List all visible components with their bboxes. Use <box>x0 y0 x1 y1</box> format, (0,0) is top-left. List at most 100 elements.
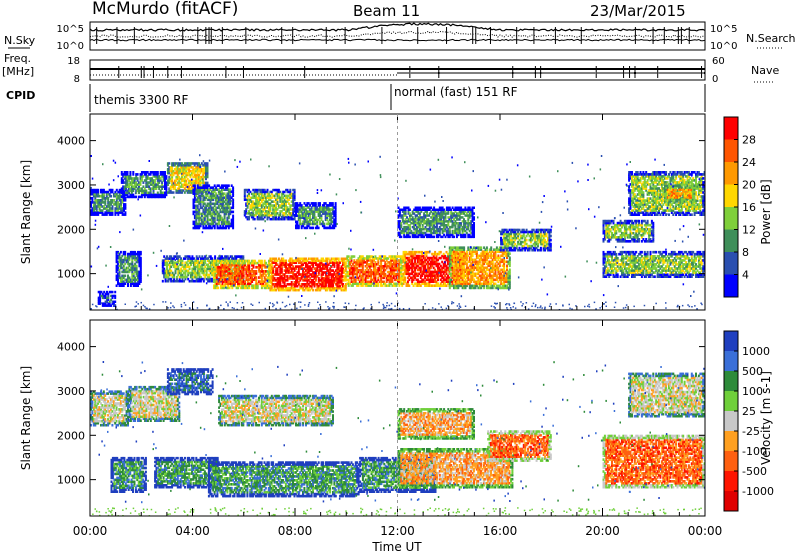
echo-cell <box>435 274 438 278</box>
echo-cell <box>250 206 253 209</box>
echo-cell <box>259 212 262 215</box>
echo-cell <box>118 190 121 194</box>
echo-cell <box>178 275 181 279</box>
echo-cell <box>212 224 215 228</box>
echo-cell <box>206 198 209 202</box>
echo-cell <box>268 286 270 290</box>
echo-cell <box>228 272 231 275</box>
echo-cell <box>223 200 226 204</box>
echo-cell <box>347 272 350 276</box>
echo-cell <box>293 284 296 288</box>
echo-cell <box>175 171 178 175</box>
echo-cell <box>99 290 102 294</box>
echo-cell <box>153 179 156 182</box>
echo-cell <box>92 207 95 210</box>
echo-cell <box>210 202 213 206</box>
echo-cell <box>314 226 317 230</box>
echo-cell <box>201 259 204 262</box>
echo-cell <box>155 175 158 178</box>
echo-cell <box>217 259 220 263</box>
echo-cell <box>313 267 316 270</box>
echo-cell <box>166 275 168 279</box>
echo-cell <box>182 183 185 186</box>
echo-cell <box>381 266 384 270</box>
echo-cell <box>175 175 178 179</box>
echo-cell <box>123 173 126 176</box>
echo-cell <box>280 284 283 288</box>
echo-cell <box>289 217 292 221</box>
echo-cell <box>382 276 385 280</box>
echo-cell <box>196 188 199 191</box>
echo-cell <box>404 254 407 258</box>
echo-cell <box>437 274 439 278</box>
echo-cell <box>339 279 342 282</box>
echo-cell <box>229 190 232 193</box>
echo-cell <box>282 257 285 261</box>
echo-cell <box>213 210 216 214</box>
echo-cell <box>300 226 303 230</box>
echo-cell <box>210 220 213 224</box>
echo-cell <box>258 217 260 221</box>
echo-cell <box>213 216 216 220</box>
echo-cell <box>306 224 309 228</box>
echo-cell <box>272 283 275 286</box>
echo-cell <box>118 268 121 272</box>
echo-cell <box>162 195 165 199</box>
echo-cell <box>416 278 419 282</box>
echo-cell <box>392 284 395 287</box>
echo-cell <box>196 224 199 228</box>
echo-cell <box>296 214 299 217</box>
echo-cell <box>287 259 290 263</box>
echo-cell <box>269 190 272 194</box>
echo-cell <box>164 261 167 264</box>
echo-cell <box>227 190 230 193</box>
echo-cell <box>125 177 128 180</box>
echo-cell <box>380 284 383 287</box>
echo-cell <box>181 275 184 279</box>
echo-cell <box>249 200 252 203</box>
echo-cell <box>198 200 201 204</box>
echo-cell <box>193 184 196 187</box>
echo-cell <box>196 216 199 220</box>
echo-cell <box>416 268 419 272</box>
echo-cell <box>309 226 312 230</box>
echo-cell <box>414 276 417 280</box>
echo-cell <box>333 226 336 230</box>
echo-cell <box>416 254 419 258</box>
echo-cell <box>289 204 292 207</box>
echo-cell <box>238 282 241 286</box>
echo-cell <box>161 187 164 190</box>
echo-cell <box>309 204 312 207</box>
echo-cell <box>360 282 363 285</box>
echo-cell <box>146 177 149 180</box>
echo-cell <box>169 177 172 181</box>
echo-cell <box>297 212 300 215</box>
echo-cell <box>272 288 275 292</box>
echo-cell <box>237 263 239 267</box>
echo-cell <box>199 175 202 179</box>
echo-cell <box>227 280 230 283</box>
echo-cell <box>121 199 124 202</box>
echo-cell <box>203 166 206 169</box>
echo-cell <box>119 264 122 268</box>
echo-cell <box>447 278 449 282</box>
echo-cell <box>304 216 307 219</box>
echo-cell <box>107 197 110 200</box>
echo-cell <box>94 205 97 208</box>
echo-cell <box>213 218 216 222</box>
echo-cell <box>441 266 444 270</box>
echo-cell <box>153 173 156 176</box>
echo-cell <box>259 280 262 283</box>
echo-cell <box>128 276 131 280</box>
echo-cell <box>332 269 334 272</box>
echo-cell <box>90 190 92 194</box>
echo-cell <box>146 185 149 188</box>
echo-cell <box>286 214 289 217</box>
echo-cell <box>196 175 199 179</box>
echo-cell <box>114 192 117 196</box>
echo-cell <box>138 254 141 258</box>
echo-cell <box>392 257 395 260</box>
echo-cell <box>206 204 209 208</box>
echo-cell <box>425 270 428 274</box>
echo-cell <box>172 187 175 190</box>
